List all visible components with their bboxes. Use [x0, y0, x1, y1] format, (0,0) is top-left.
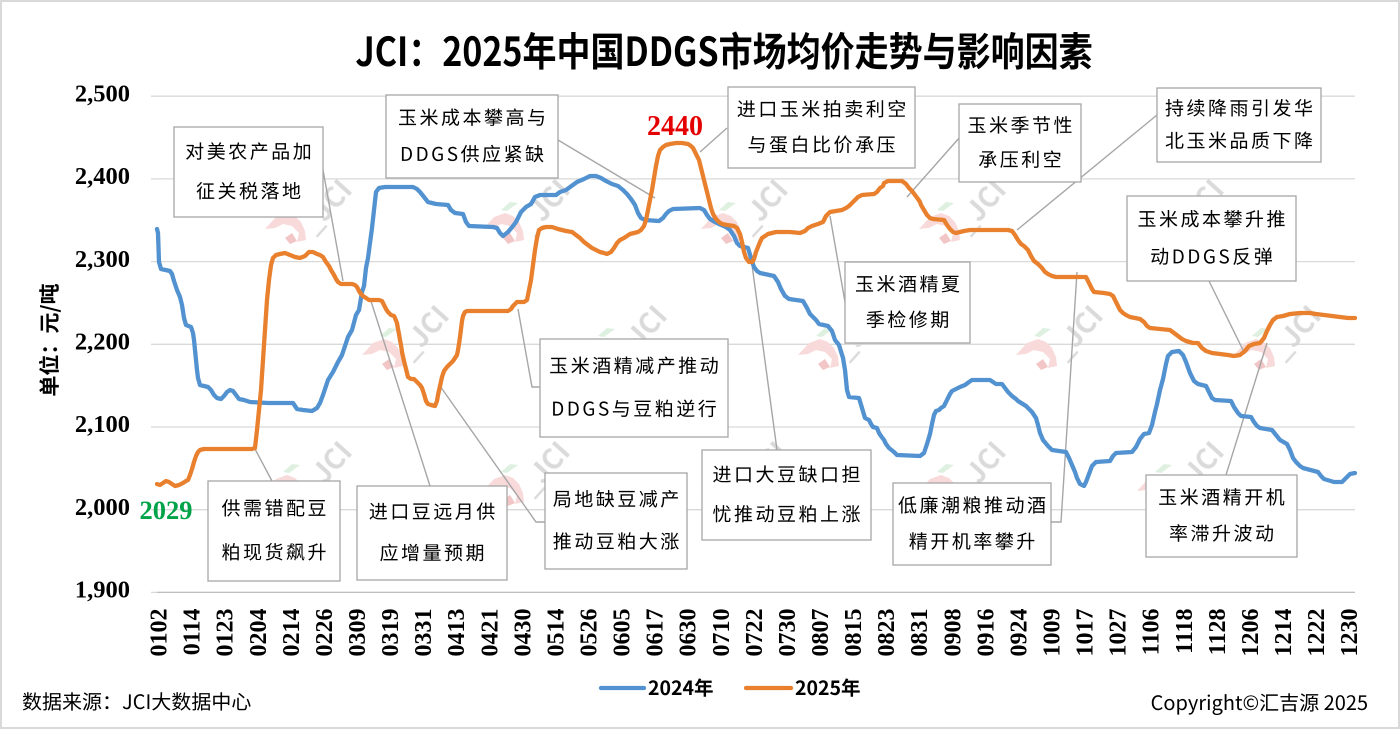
svg-text:0807: 0807 [808, 609, 834, 657]
svg-text:0730: 0730 [775, 609, 801, 657]
svg-text:0831: 0831 [907, 609, 933, 657]
svg-text:0102: 0102 [147, 609, 173, 657]
svg-text:1206: 1206 [1238, 609, 1264, 657]
svg-text:0123: 0123 [213, 609, 239, 657]
svg-text:0413: 0413 [444, 609, 470, 657]
svg-text:0605: 0605 [610, 609, 636, 657]
svg-text:0319: 0319 [378, 609, 404, 657]
svg-text:2,100: 2,100 [75, 411, 130, 438]
svg-text:1009: 1009 [1040, 609, 1066, 657]
svg-text:1017: 1017 [1073, 609, 1099, 657]
svg-text:0421: 0421 [477, 609, 503, 657]
svg-text:0823: 0823 [874, 609, 900, 657]
svg-text:1106: 1106 [1139, 609, 1165, 656]
svg-text:0526: 0526 [577, 609, 603, 657]
svg-text:2,000: 2,000 [75, 494, 130, 521]
svg-text:0630: 0630 [676, 609, 702, 657]
svg-text:2,300: 2,300 [75, 246, 130, 273]
svg-text:1027: 1027 [1106, 609, 1132, 657]
svg-text:0924: 0924 [1006, 609, 1032, 657]
svg-text:0815: 0815 [841, 609, 867, 657]
svg-text:0309: 0309 [345, 609, 371, 657]
svg-text:2,400: 2,400 [75, 163, 130, 190]
svg-text:2,200: 2,200 [75, 329, 130, 356]
svg-text:0514: 0514 [543, 609, 569, 657]
svg-text:1,900: 1,900 [75, 577, 130, 604]
svg-text:2029: 2029 [140, 495, 193, 525]
svg-text:2,500: 2,500 [75, 80, 130, 107]
svg-text:1118: 1118 [1172, 609, 1198, 654]
svg-text:0710: 0710 [709, 609, 735, 657]
svg-text:0722: 0722 [742, 609, 768, 657]
svg-text:2440: 2440 [647, 111, 703, 142]
svg-text:0916: 0916 [973, 609, 999, 657]
svg-text:0908: 0908 [940, 609, 966, 657]
svg-text:1230: 1230 [1337, 609, 1363, 657]
svg-text:1214: 1214 [1271, 609, 1297, 657]
svg-text:0226: 0226 [312, 609, 338, 657]
svg-text:0430: 0430 [510, 609, 536, 657]
svg-text:0114: 0114 [180, 609, 206, 656]
svg-text:1222: 1222 [1304, 609, 1330, 657]
svg-text:0204: 0204 [246, 609, 272, 657]
svg-text:0331: 0331 [411, 609, 437, 657]
svg-text:0617: 0617 [643, 609, 669, 657]
svg-text:1128: 1128 [1205, 609, 1231, 656]
svg-text:0214: 0214 [279, 609, 305, 657]
